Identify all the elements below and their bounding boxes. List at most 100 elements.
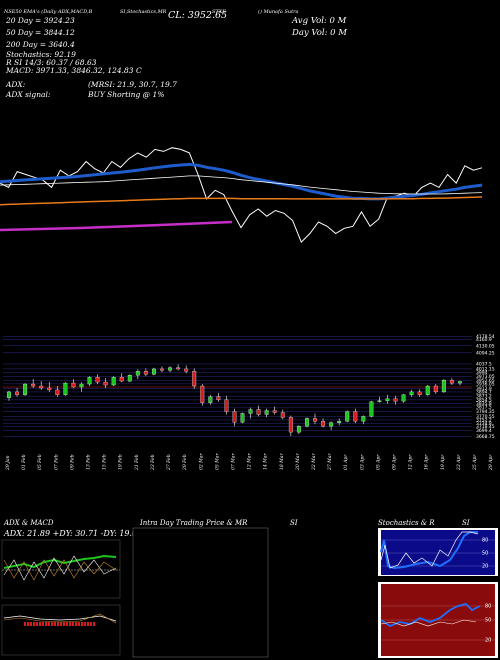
candle-body [425, 385, 430, 395]
macd-line [0, 220, 233, 232]
x-tick-label: 13 Feb [86, 454, 92, 470]
y-tick-label: 3817.5 [476, 405, 492, 411]
candle-body [329, 422, 334, 427]
intraday-panel-frame [132, 527, 269, 658]
stoch-panel-title2: SI [462, 519, 470, 527]
x-tick-label: 02 Mar [198, 453, 204, 470]
candle-body [224, 399, 229, 412]
x-tick-label: 19 Apr [440, 454, 446, 470]
minus-di-line [3, 559, 117, 581]
y-tick-label: 3668.75 [476, 434, 495, 440]
candle-body [272, 410, 277, 413]
series-line-ema50 [0, 175, 483, 195]
candle-body [288, 417, 293, 433]
rsi-tick-label: 20 [485, 638, 491, 644]
rsi-label: R SI 14/3: 60.37 / 68.63 [6, 58, 97, 67]
y-tick-label: 4094.25 [476, 350, 495, 356]
candle-body [280, 412, 285, 418]
candle-body [296, 426, 301, 433]
candle-body [232, 411, 237, 423]
x-tick-label: 05 Feb [37, 454, 43, 470]
y-tick-label: 4037.5 [476, 361, 492, 367]
y-tick-label: 3854.5 [476, 397, 492, 403]
candle-body [79, 383, 84, 388]
candle-body [216, 396, 221, 400]
y-tick-label: 3699.4 [476, 428, 492, 434]
y-tick-label: 4012.15 [476, 366, 495, 372]
ema20-label: 20 Day = 3924.23 [6, 16, 75, 25]
candle-body [143, 371, 148, 375]
candle-body [240, 413, 245, 423]
candle-body [457, 381, 462, 384]
x-tick-label: 12 Mar [247, 453, 253, 470]
candle-body [63, 382, 68, 395]
candle-body [103, 381, 108, 386]
x-tick-label: 07 Feb [53, 454, 59, 470]
macd-hist-bar [66, 622, 68, 626]
candle-body [31, 383, 36, 387]
candle-body [55, 389, 60, 395]
y-tick-label: 3734.8 [476, 421, 492, 427]
macd-hist-bar [60, 622, 62, 626]
avg-vol-label: Avg Vol: 0 M [292, 16, 347, 26]
adx-label: ADX: [6, 80, 26, 89]
macd-hist-bar [33, 622, 35, 626]
candle-body [401, 394, 406, 402]
x-tick-label: 09 Feb [69, 454, 75, 470]
x-tick-label: 15 Feb [102, 454, 108, 470]
rsi-tick-label: 50 [485, 618, 491, 624]
y-tick-label: 4160.9 [476, 337, 492, 343]
candle-body [160, 368, 164, 371]
header-stock: STXE [212, 9, 226, 15]
candle-body [393, 398, 398, 402]
x-tick-label: 27 Mar [327, 453, 333, 471]
adx-panel-title: ADX & MACD [4, 519, 54, 527]
macd-hist-bar [78, 622, 80, 626]
y-tick-label: 3994 [476, 370, 488, 376]
x-tick-label: 27 Feb [166, 454, 172, 471]
buy-signal-label: BUY Shorting @ 1% [88, 90, 165, 99]
header-left: NSE50 EMA's (Daily ADX,MACD,B [4, 9, 93, 15]
rsi-line [380, 603, 481, 628]
candle-body [111, 377, 116, 386]
x-tick-label: 20 Mar [295, 453, 301, 471]
candle-body [304, 418, 309, 427]
candle-body [321, 421, 326, 427]
macd-hist-bar [81, 622, 83, 626]
candle-body [313, 418, 317, 422]
macd-hist-bar [87, 622, 89, 626]
y-tick-label: 3770.55 [476, 414, 495, 420]
y-tick-label: 3936.05 [476, 381, 495, 387]
candle-body [449, 379, 454, 384]
ema50-label: 50 Day = 3844.12 [6, 28, 75, 37]
macd-hist-bar [84, 622, 86, 626]
y-tick-label: 3894.7 [476, 389, 492, 395]
macd-panel-frame [1, 604, 121, 656]
macd-hist-bar [51, 622, 53, 626]
stoch-tick-label: 20 [482, 564, 488, 570]
x-tick-label: 22 Mar [311, 453, 317, 471]
macd-hist-bar [45, 622, 47, 626]
candle-body [433, 385, 438, 393]
candle-body [200, 385, 205, 403]
x-tick-label: 18 Mar [279, 453, 285, 470]
header-right: () Munafa Sutra [258, 9, 299, 15]
x-tick-label: 21 Feb [134, 454, 140, 471]
x-tick-label: 29 Feb [182, 454, 188, 471]
y-tick-label: 3794.35 [476, 409, 495, 415]
plus-di-line [3, 555, 117, 581]
candle-body [151, 368, 156, 375]
candle-body [39, 385, 44, 389]
candle-body [184, 368, 189, 372]
candle-body [47, 387, 52, 391]
header-mid: SI,Stochastics,MR [120, 9, 167, 15]
macd-hist-bar [48, 622, 50, 626]
candle-body [256, 409, 261, 415]
macd-hist-bar [27, 622, 29, 626]
candle-body [417, 391, 422, 395]
adx-signal-label: ADX signal: [6, 90, 51, 99]
candle-body [377, 400, 382, 402]
day-vol-label: Day Vol: 0 M [292, 28, 347, 38]
candle-body [15, 391, 20, 395]
